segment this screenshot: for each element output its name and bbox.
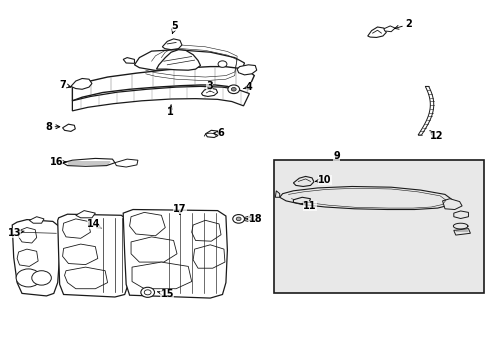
Polygon shape — [243, 216, 251, 221]
Polygon shape — [62, 219, 90, 238]
Polygon shape — [156, 50, 200, 70]
Polygon shape — [62, 244, 98, 265]
Text: 2: 2 — [394, 19, 411, 30]
Polygon shape — [237, 65, 256, 75]
Text: 13: 13 — [8, 228, 24, 238]
Polygon shape — [162, 39, 182, 50]
Polygon shape — [367, 27, 386, 37]
Polygon shape — [72, 67, 254, 101]
Circle shape — [232, 215, 244, 223]
Polygon shape — [201, 88, 217, 96]
Polygon shape — [12, 220, 60, 296]
Polygon shape — [132, 262, 191, 289]
Polygon shape — [293, 197, 310, 204]
Polygon shape — [115, 159, 138, 167]
Polygon shape — [453, 229, 469, 235]
Text: 17: 17 — [173, 204, 186, 214]
Polygon shape — [71, 78, 92, 89]
Polygon shape — [452, 223, 467, 229]
Polygon shape — [123, 210, 227, 298]
Bar — [273, 160, 483, 293]
Text: 7: 7 — [59, 80, 71, 90]
Text: 5: 5 — [171, 21, 178, 33]
Polygon shape — [453, 211, 468, 219]
Text: 15: 15 — [158, 289, 174, 300]
Text: 9: 9 — [332, 150, 339, 161]
Text: 1: 1 — [166, 104, 173, 117]
Polygon shape — [193, 245, 224, 268]
Text: 16: 16 — [49, 157, 66, 167]
Polygon shape — [19, 228, 37, 243]
Polygon shape — [76, 211, 95, 218]
Circle shape — [236, 217, 241, 221]
Text: 6: 6 — [213, 128, 224, 138]
Polygon shape — [279, 186, 451, 210]
Polygon shape — [417, 86, 433, 135]
Text: 14: 14 — [87, 219, 101, 229]
Text: 12: 12 — [428, 131, 442, 141]
Circle shape — [218, 61, 226, 67]
Polygon shape — [293, 176, 313, 186]
Polygon shape — [191, 220, 221, 241]
Polygon shape — [17, 249, 38, 266]
Polygon shape — [58, 214, 129, 297]
Polygon shape — [134, 50, 244, 75]
Text: 4: 4 — [243, 82, 252, 92]
Circle shape — [144, 290, 151, 295]
Text: 8: 8 — [45, 122, 60, 132]
Circle shape — [231, 87, 236, 91]
Text: 18: 18 — [245, 214, 262, 224]
Circle shape — [141, 287, 154, 297]
Circle shape — [32, 271, 51, 285]
Text: 3: 3 — [205, 81, 212, 91]
Polygon shape — [62, 158, 115, 166]
Polygon shape — [442, 199, 461, 210]
Polygon shape — [131, 237, 177, 262]
Polygon shape — [383, 26, 394, 32]
Polygon shape — [205, 130, 219, 138]
Text: 11: 11 — [303, 201, 316, 211]
Circle shape — [16, 269, 41, 287]
Polygon shape — [129, 212, 165, 236]
Polygon shape — [123, 58, 134, 63]
Polygon shape — [64, 267, 107, 289]
Circle shape — [227, 85, 239, 94]
Polygon shape — [275, 191, 279, 197]
Polygon shape — [72, 86, 249, 111]
Text: 10: 10 — [315, 175, 331, 185]
Polygon shape — [29, 217, 44, 223]
Polygon shape — [62, 124, 75, 131]
